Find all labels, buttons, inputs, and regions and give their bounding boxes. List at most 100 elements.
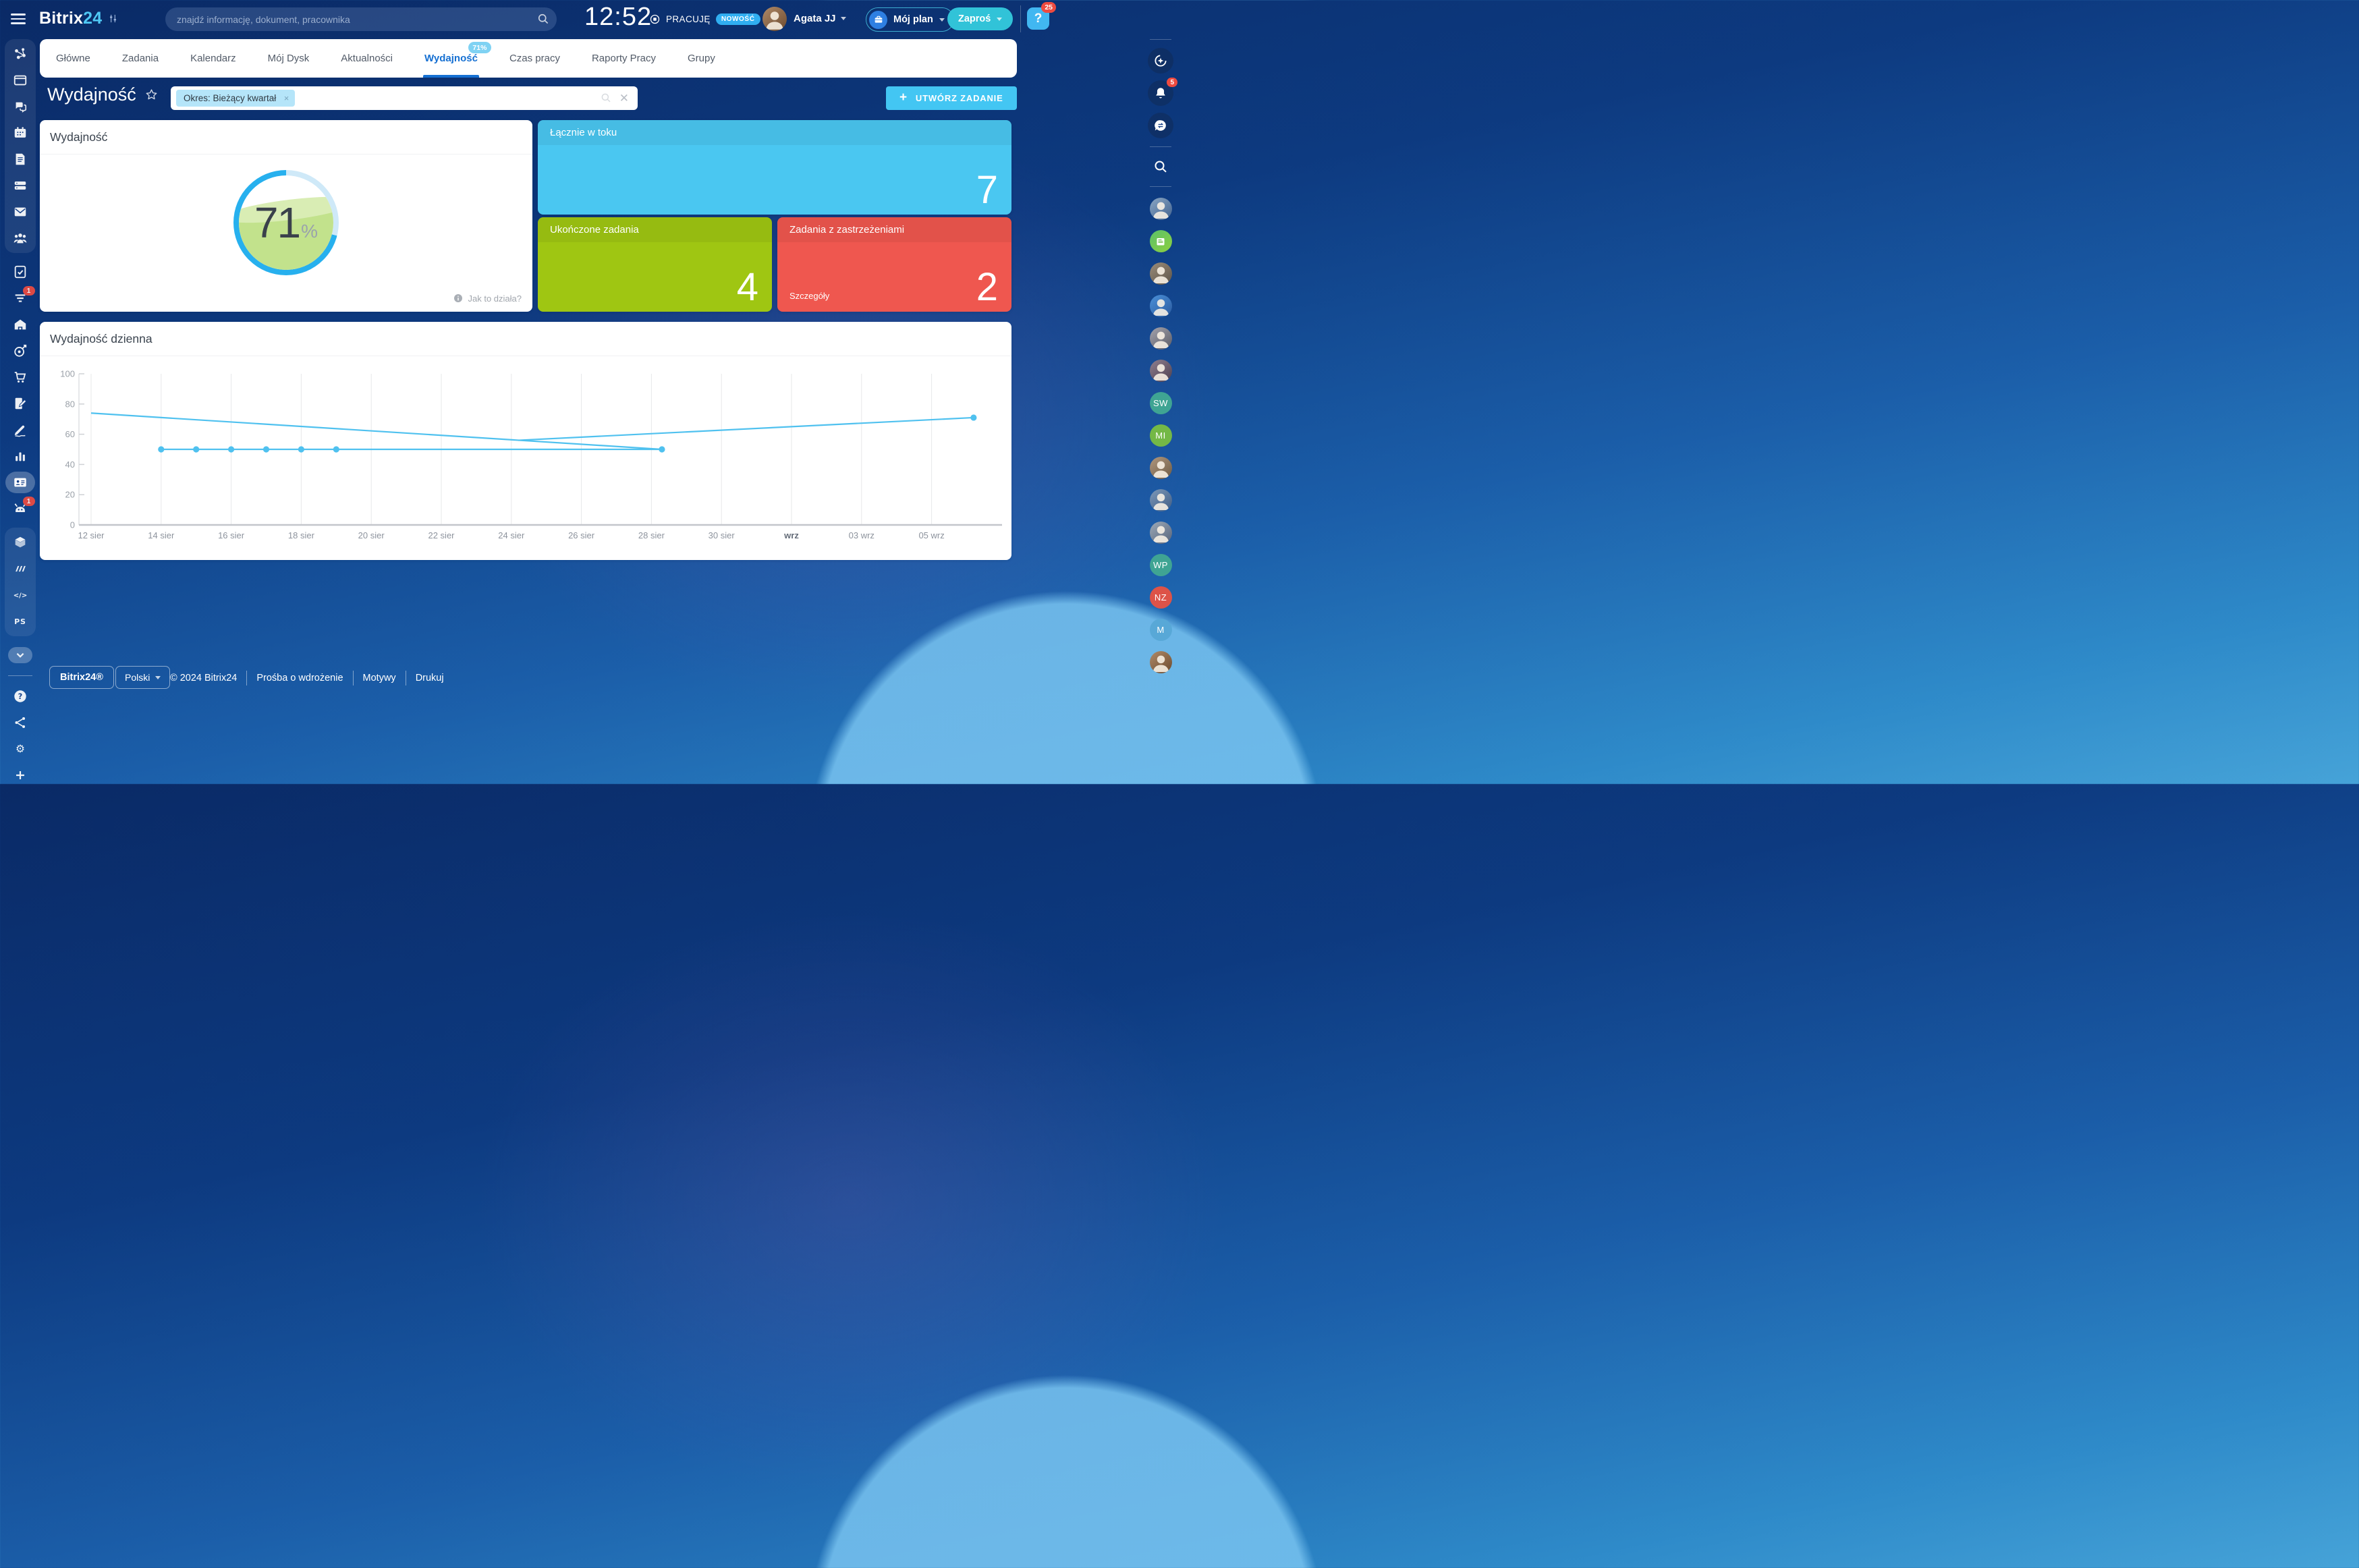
stop-record-icon[interactable] — [649, 13, 661, 25]
sidebar-item-helpq[interactable]: ? — [13, 689, 28, 704]
contact-avatar[interactable] — [1149, 489, 1172, 511]
how-it-works-link[interactable]: Jak to działa? — [453, 293, 522, 304]
sidebar-item-analytics[interactable] — [13, 449, 28, 464]
contact-avatar[interactable] — [1149, 522, 1172, 544]
sidebar-item-chevron[interactable] — [7, 647, 32, 663]
sidebar-item-ps[interactable]: PS — [13, 614, 28, 629]
user-menu[interactable]: Agata JJ — [794, 13, 846, 24]
details-link[interactable]: Szczegóły — [789, 291, 830, 301]
footer-brand-button[interactable]: Bitrix24® — [49, 666, 114, 689]
svg-text:80: 80 — [65, 399, 75, 409]
sidebar-item-mail[interactable] — [13, 204, 28, 219]
bitrix24-logo: Bitrix24 — [39, 9, 119, 28]
contact-avatar[interactable] — [1149, 360, 1172, 382]
tab-aktualności[interactable]: Aktualności — [341, 39, 393, 78]
svg-text:PS: PS — [14, 617, 26, 626]
filter-clear-icon[interactable]: ✕ — [619, 92, 629, 105]
sidebar-item-marketing[interactable] — [13, 343, 28, 358]
menu-hamburger-icon[interactable] — [11, 13, 26, 24]
sidebar-item-people[interactable] — [13, 231, 28, 246]
contact-avatar[interactable] — [1149, 295, 1172, 317]
invite-button[interactable]: Zaproś — [947, 7, 1014, 30]
sidebar-item-chat[interactable] — [13, 99, 28, 114]
chip-remove-icon[interactable]: × — [283, 93, 289, 103]
news-item-avatar[interactable] — [1149, 230, 1172, 252]
tasks-with-remarks-card[interactable]: Zadania z zastrzeżeniami Szczegóły 2 — [777, 217, 1011, 312]
tab-kalendarz[interactable]: Kalendarz — [190, 39, 236, 78]
contact-avatar[interactable] — [1149, 262, 1172, 285]
user-avatar[interactable] — [762, 7, 787, 31]
svg-text:03 wrz: 03 wrz — [849, 530, 875, 540]
sidebar-item-tasks[interactable] — [13, 264, 28, 279]
chat-history-button[interactable] — [1148, 113, 1173, 138]
sidebar-item-feed[interactable] — [13, 73, 28, 88]
sidebar-item-cube[interactable] — [13, 535, 28, 550]
create-task-button[interactable]: + UTWÓRZ ZADANIE — [886, 86, 1017, 110]
contact-avatar-sw[interactable]: SW — [1149, 392, 1172, 414]
page-title-row: Wydajność — [47, 84, 159, 105]
contact-avatar-nz[interactable]: NZ — [1149, 586, 1172, 609]
completed-tasks-card[interactable]: Ukończone zadania 4 — [538, 217, 772, 312]
favorite-star-icon[interactable] — [144, 88, 159, 102]
contact-avatar-m[interactable]: M — [1149, 619, 1172, 641]
contact-avatar-wp[interactable]: WP — [1149, 554, 1172, 576]
footer-link-print[interactable]: Drukuj — [415, 673, 444, 683]
notifications-button[interactable]: 5 — [1148, 78, 1177, 106]
sidebar-item-docs[interactable] — [13, 152, 28, 167]
sidebar-item-mlogo[interactable] — [13, 561, 28, 576]
info-icon — [453, 294, 462, 302]
global-search-input[interactable] — [165, 7, 557, 31]
person-icon — [766, 11, 783, 30]
tab-wydajność[interactable]: Wydajność 71% — [423, 39, 491, 78]
copilot-button[interactable] — [1148, 48, 1173, 74]
footer-link-themes[interactable]: Motywy — [362, 673, 396, 683]
data-point — [970, 414, 977, 421]
person-icon — [1153, 655, 1169, 672]
sidebar-item-network[interactable] — [13, 47, 28, 61]
settings-sliders-icon[interactable] — [107, 13, 119, 24]
tab-czas-pracy[interactable]: Czas pracy — [509, 39, 560, 78]
sidebar-item-warehouse[interactable] — [13, 317, 28, 332]
global-search[interactable] — [165, 7, 557, 31]
sidebar-item-plusico[interactable] — [13, 768, 28, 783]
svg-text:26 sier: 26 sier — [568, 530, 595, 540]
filter-search-icon[interactable] — [600, 92, 612, 104]
sidebar-item-sign[interactable] — [13, 396, 28, 411]
tab-raporty-pracy[interactable]: Raporty Pracy — [592, 39, 656, 78]
contact-avatar[interactable] — [1149, 457, 1172, 479]
tab-główne[interactable]: Główne — [56, 39, 90, 78]
sidebar-item-crm[interactable]: 1 — [13, 286, 35, 306]
sidebar-item-esign[interactable] — [13, 422, 28, 437]
sidebar-item-robot[interactable]: 1 — [13, 497, 35, 516]
filter-search-bar[interactable]: Okres: Bieżący kwartał × ✕ — [171, 86, 638, 110]
search-icon[interactable] — [536, 12, 550, 26]
people-icon — [13, 233, 26, 244]
filter-chip[interactable]: Okres: Bieżący kwartał × — [176, 90, 296, 107]
my-plan-button[interactable]: Mój plan — [866, 7, 954, 32]
contact-avatar[interactable] — [1149, 198, 1172, 220]
sidebar-item-code[interactable]: </> — [13, 588, 28, 603]
contact-avatar[interactable] — [1149, 651, 1172, 673]
sidebar-item-share2[interactable] — [13, 715, 28, 730]
mag-icon — [538, 13, 549, 24]
tab-zadania[interactable]: Zadania — [122, 39, 159, 78]
svg-text:60: 60 — [65, 429, 75, 439]
tab-mój-dysk[interactable]: Mój Dysk — [268, 39, 310, 78]
sidebar-item-gear[interactable]: ⚙ — [13, 741, 28, 756]
footer-link-implementation[interactable]: Prośba o wdrożenie — [256, 673, 343, 683]
daily-efficiency-chart[interactable]: 0 20 40 60 80 100 12 sier 14 sier 16 sier 18 sier… — [49, 364, 1002, 553]
worktime-clock[interactable]: 12:52 — [584, 3, 653, 31]
sidebar-item-calendar[interactable] — [13, 125, 28, 140]
language-select[interactable]: Polski — [115, 666, 171, 689]
work-status[interactable]: PRACUJĘ NOWOŚĆ — [649, 13, 760, 25]
total-in-progress-card[interactable]: Łącznie w toku 7 — [538, 120, 1011, 215]
help-button[interactable]: ? 25 — [1027, 2, 1056, 30]
daily-efficiency-chart-card: Wydajność dzienna 0 20 40 60 80 100 12 sier 14 … — [40, 322, 1011, 560]
rail-search-button[interactable] — [1149, 155, 1172, 178]
contact-avatar-mi[interactable]: MI — [1149, 424, 1172, 447]
contact-avatar[interactable] — [1149, 327, 1172, 349]
tab-grupy[interactable]: Grupy — [688, 39, 715, 78]
sidebar-item-drive[interactable] — [13, 178, 28, 193]
sidebar-item-idcard[interactable] — [5, 472, 35, 493]
sidebar-item-shop[interactable] — [13, 370, 28, 385]
